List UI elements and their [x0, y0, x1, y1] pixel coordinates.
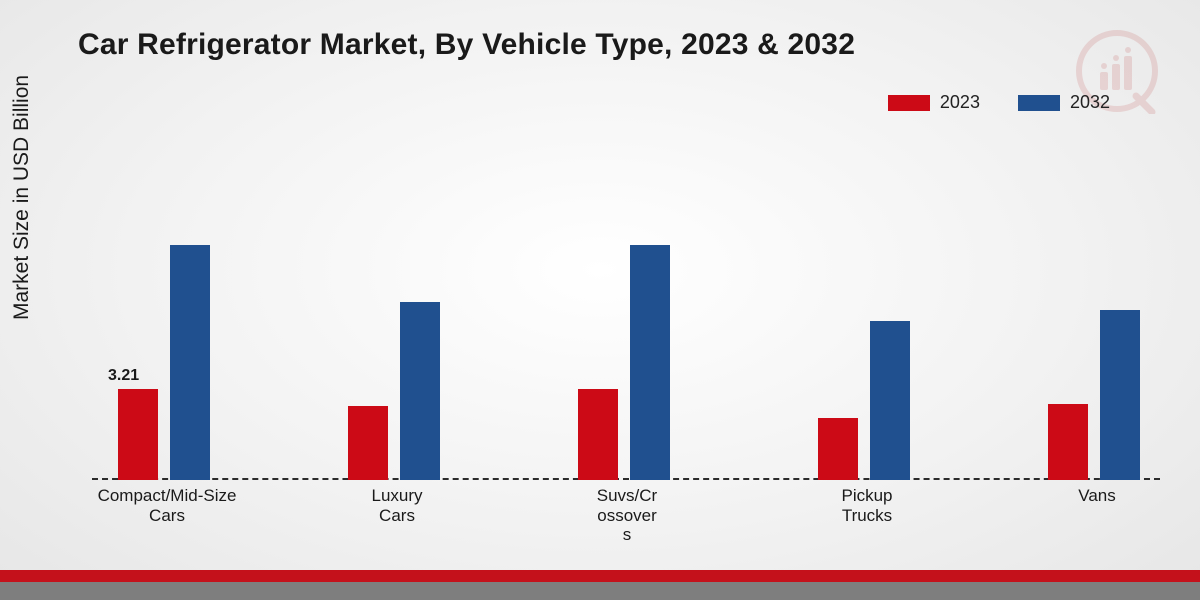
category-label-1: Luxury Cars [317, 486, 477, 525]
category-label-2: Suvs/Cr ossover s [547, 486, 707, 545]
bar-2023-1 [348, 406, 388, 480]
footer-accent-red [0, 570, 1200, 582]
y-axis-label: Market Size in USD Billion [10, 75, 34, 320]
legend-item-2023: 2023 [888, 92, 980, 113]
legend-label-2023: 2023 [940, 92, 980, 113]
chart-title: Car Refrigerator Market, By Vehicle Type… [78, 28, 855, 62]
legend: 2023 2032 [888, 92, 1110, 113]
x-axis-baseline [92, 478, 1160, 480]
bar-2023-0 [118, 389, 158, 480]
legend-label-2032: 2032 [1070, 92, 1110, 113]
category-label-0: Compact/Mid-Size Cars [87, 486, 247, 525]
legend-swatch-2032 [1018, 95, 1060, 111]
category-label-3: Pickup Trucks [787, 486, 947, 525]
bar-2032-4 [1100, 310, 1140, 480]
data-label-0: 3.21 [108, 367, 139, 385]
bar-2023-3 [818, 418, 858, 480]
plot-area: 3.21 Compact/Mid-Size Cars Luxury Cars S… [92, 140, 1160, 480]
footer-accent-grey [0, 582, 1200, 600]
bar-2032-3 [870, 321, 910, 480]
bar-2032-2 [630, 245, 670, 480]
bar-2032-0 [170, 245, 210, 480]
bar-2032-1 [400, 302, 440, 481]
category-label-4: Vans [1017, 486, 1177, 506]
legend-swatch-2023 [888, 95, 930, 111]
bar-2023-4 [1048, 404, 1088, 481]
bar-2023-2 [578, 389, 618, 480]
legend-item-2032: 2032 [1018, 92, 1110, 113]
